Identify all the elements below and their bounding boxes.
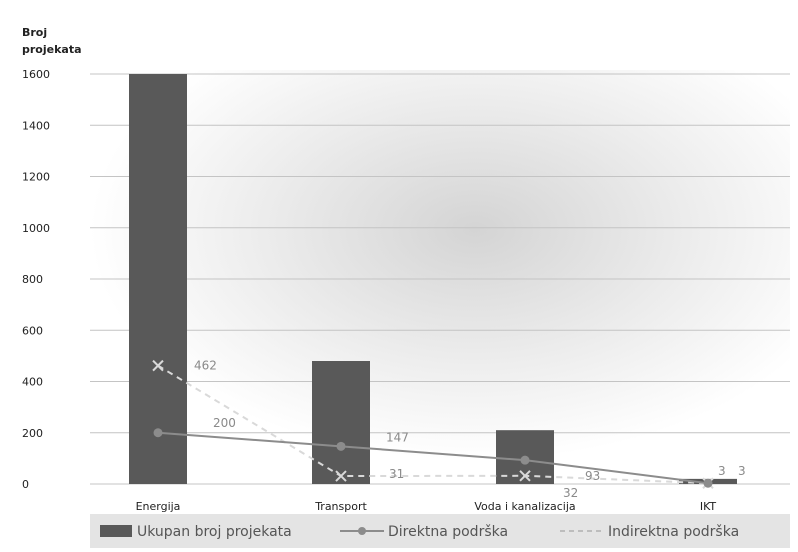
plot-background	[90, 70, 790, 490]
grid-lines	[90, 73, 790, 485]
indirect-support-marker	[152, 359, 164, 372]
direct-support-marker	[520, 455, 530, 465]
indirect-support-data-label: 3	[738, 464, 746, 478]
y-tick-label: 0	[22, 478, 29, 491]
indirect-support-marker	[335, 470, 347, 482]
direct-support-data-label: 3	[718, 464, 726, 478]
indirect-support-data-label: 462	[194, 359, 217, 373]
y-tick-label: 1200	[22, 171, 50, 184]
x-tick-label: Voda i kanalizacija	[474, 500, 575, 513]
direct-support-data-label: 93	[585, 469, 600, 483]
y-tick-label: 1600	[22, 68, 50, 81]
x-tick-labels: Energija Transport Voda i kanalizacija IKT	[136, 500, 717, 513]
direct-support-data-label: 147	[386, 430, 409, 444]
legend-label-direct: Direktna podrška	[388, 524, 508, 540]
x-tick-label: IKT	[700, 500, 717, 513]
legend-marker-direct	[358, 527, 366, 535]
legend-swatch-total	[100, 525, 132, 537]
y-tick-label: 600	[22, 324, 43, 337]
indirect-support-data-label: 31	[389, 467, 404, 481]
x-tick-label: Energija	[136, 500, 181, 513]
indirect-support-line	[157, 364, 709, 485]
x-tick-label: Transport	[314, 500, 367, 513]
y-tick-label: 1000	[22, 222, 50, 235]
bar	[312, 361, 370, 484]
y-axis-label-line2: projekata	[22, 43, 82, 56]
y-tick-label: 200	[22, 427, 43, 440]
legend-label-total: Ukupan broj projekata	[137, 524, 292, 540]
bar	[129, 74, 187, 484]
indirect-support-data-label: 32	[563, 486, 578, 500]
y-tick-labels: 0 200 400 600 800 1000 1200 1400 1600	[22, 68, 50, 491]
y-axis-label-line1: Broj	[22, 26, 47, 39]
legend-label-indirect: Indirektna podrška	[608, 524, 739, 540]
y-tick-label: 400	[22, 376, 43, 389]
direct-support-marker	[336, 441, 346, 451]
direct-support-line	[157, 431, 709, 485]
y-tick-label: 800	[22, 273, 43, 286]
line-series: 200 147 93 3 462 31 32 3	[152, 359, 746, 500]
direct-support-data-label: 200	[213, 416, 236, 430]
legend-background	[90, 514, 790, 548]
direct-support-marker	[703, 478, 713, 488]
y-tick-label: 1400	[22, 119, 50, 132]
indirect-support-marker	[519, 470, 531, 482]
direct-support-marker	[153, 428, 163, 438]
legend: Ukupan broj projekata Direktna podrška I…	[90, 514, 790, 548]
